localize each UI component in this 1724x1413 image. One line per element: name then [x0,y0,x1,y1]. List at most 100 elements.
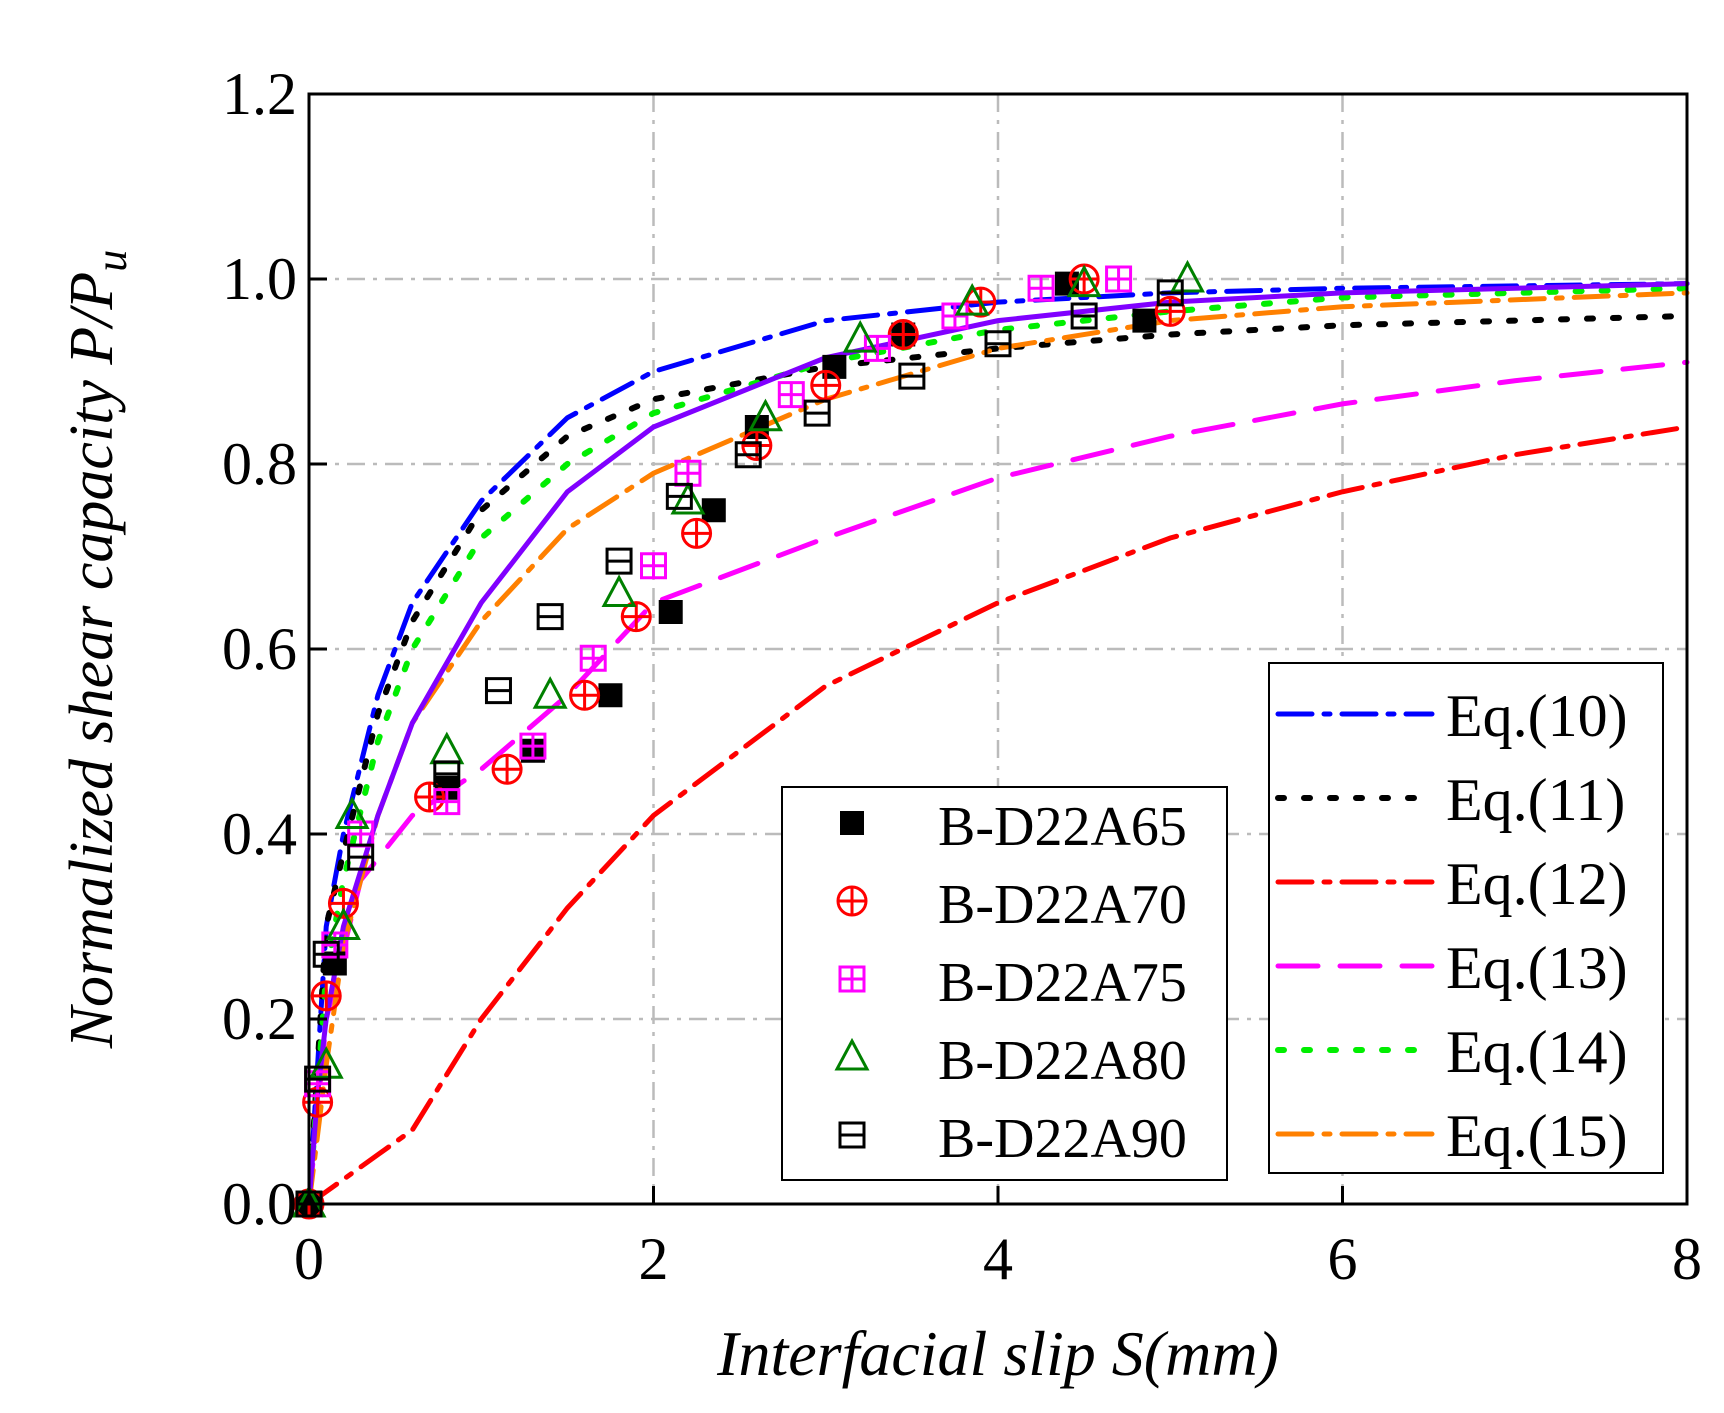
legend-label: Eq.(11) [1446,767,1625,833]
data-point [665,482,693,510]
data-point [312,940,340,968]
legend-label: B-D22A90 [938,1108,1187,1170]
data-point [491,753,523,785]
marker-cross [581,646,606,671]
marker-cross [1029,276,1054,301]
line-fit [306,281,1690,1207]
marker-cross [622,602,651,631]
data-point [532,676,568,709]
ticks: 0 2 4 6 8 0.0 0.2 0.4 0.6 0.8 1.0 1.2 [222,61,1702,1292]
legend-marker [840,811,864,835]
marker-shape [429,731,465,765]
y-tick-label: 1.0 [222,246,297,312]
line-eq-14- [306,285,1690,1207]
marker-cross [415,783,444,811]
marker-shape [1132,308,1157,333]
marker-cross [865,336,890,361]
data-point [579,644,607,672]
data-point [433,760,461,788]
marker-shape [834,1037,870,1071]
line-eq-12- [306,424,1690,1207]
legend-marker [838,965,866,993]
data-point [681,517,713,549]
marker-cross [840,967,864,991]
y-tick-label: 1.2 [222,61,297,127]
legend-label: Eq.(12) [1446,851,1628,917]
data-point [1132,308,1157,333]
data-point [310,980,342,1012]
legend-label: Eq.(13) [1446,935,1628,1001]
data-point [984,330,1012,358]
line-eq-11- [306,313,1690,1207]
marker-shape [670,481,706,515]
data-point [601,574,637,607]
data-point [747,398,783,432]
data-point [803,399,831,427]
marker-cross [520,734,545,759]
marker-shape [747,398,783,432]
marker-shape [598,683,623,708]
legend-label: B-D22A65 [938,796,1187,858]
legend-box [781,786,1228,1181]
legend-marker [834,1037,870,1071]
marker-shape [334,796,370,829]
marker-cross [641,553,666,578]
y-tick-label: 0.6 [222,616,297,682]
marker-cross [1106,267,1131,291]
legend-box [1268,662,1664,1174]
data-point [308,1046,344,1079]
data-markers [291,259,1205,1220]
marker-cross [889,320,918,349]
marker-cross [942,304,967,328]
marker-shape [658,600,683,624]
data-point [325,907,361,940]
x-axis-label: Interfacial slip S(mm) [716,1318,1279,1389]
data-point [898,362,926,390]
data-point [1154,295,1186,327]
data-point [777,381,805,409]
legend-marker [836,885,868,917]
marker-shape [954,282,990,316]
line-legend: Eq.(10) Eq.(11) Eq.(12) Eq.(13) Eq.(14) Eq.(1… [1268,662,1664,1174]
data-point [640,552,667,580]
data-point [519,732,547,760]
marker-legend: B-D22A65 B-D22A70 B-D22A75 B-D22A80 B-D22A90 [781,786,1228,1181]
x-tick-label: 8 [1672,1226,1702,1292]
marker-cross [675,461,700,486]
data-point [620,601,652,633]
data-point [734,441,762,469]
data-point [1070,302,1098,330]
legend-label: Eq.(10) [1446,683,1628,749]
marker-cross [779,382,804,407]
marker-cross [570,681,599,710]
marker-shape [840,811,864,835]
data-point [429,731,465,765]
marker-cross [682,519,711,548]
data-point [1156,279,1184,307]
marker-cross [838,887,866,915]
legend-label: B-D22A70 [938,874,1187,936]
data-point [701,498,726,523]
x-tick-label: 6 [1328,1226,1358,1292]
marker-shape [1066,264,1102,298]
marker-cross [811,371,840,400]
y-tick-label: 0.4 [222,801,297,867]
data-point [414,781,446,813]
data-point [605,547,633,575]
data-point [598,683,623,708]
legend-label: Eq.(15) [1446,1103,1628,1169]
marker-cross [1156,297,1185,326]
legend-label: B-D22A75 [938,952,1187,1014]
data-point [1105,265,1133,293]
marker-shape [308,1046,344,1079]
data-point [1066,264,1102,298]
x-tick-label: 0 [294,1226,324,1292]
data-point [433,788,461,816]
data-point [842,319,878,353]
legend-marker [838,1121,866,1149]
data-point [484,677,512,705]
data-point [1027,274,1055,302]
data-point [954,282,990,316]
y-tick-label: 0.8 [222,431,297,497]
marker-cross [434,789,459,814]
